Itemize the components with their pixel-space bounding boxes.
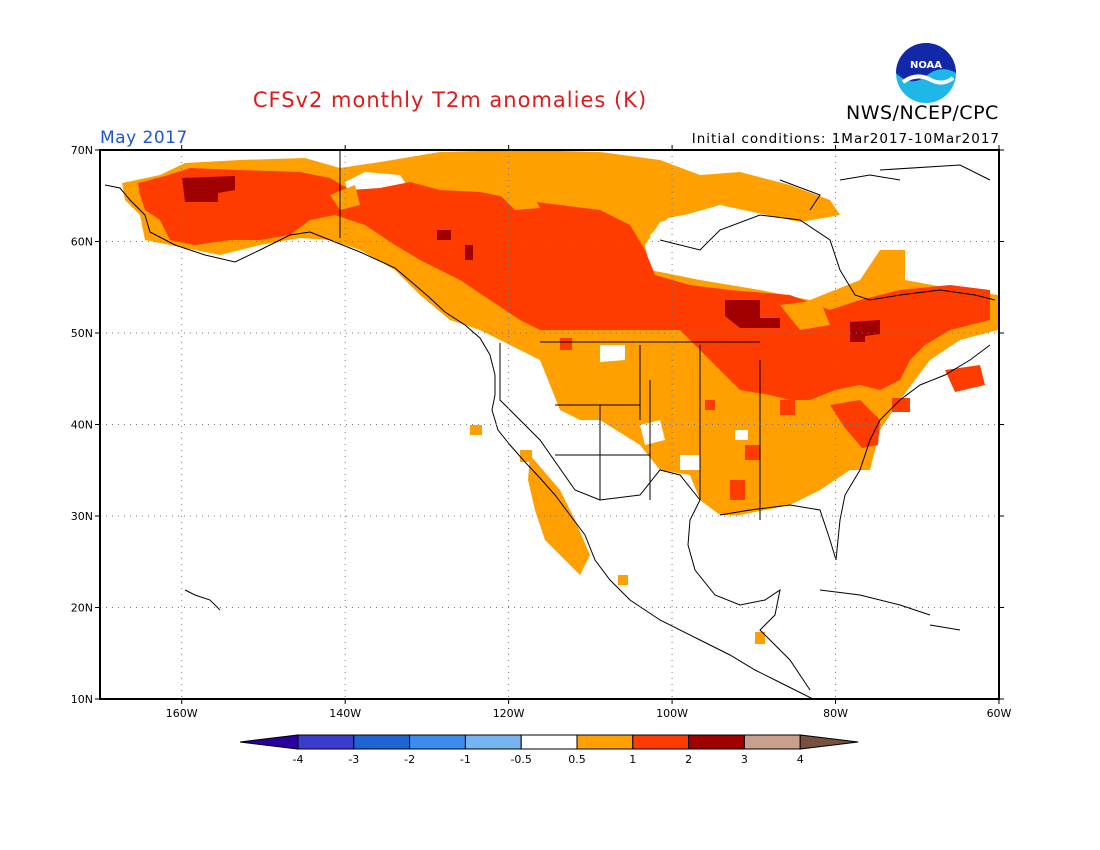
color-legend: -4 -3 -2 -1 -0.5 0.5 1 2 3 4: [239, 734, 859, 766]
legend-tick-label: 1: [629, 753, 636, 766]
noaa-logo-icon: NOAA: [896, 43, 956, 103]
coastlines: [104, 150, 996, 699]
lat-label: 40N: [71, 419, 93, 432]
valid-month-label: May 2017: [100, 128, 188, 148]
legend-arrow-high: [799, 734, 859, 750]
legend-tick-label: 0.5: [568, 753, 586, 766]
lon-label: 80W: [823, 707, 848, 720]
legend-swatch: [743, 734, 801, 750]
initial-conditions-label: Initial conditions: 1Mar2017-10Mar2017: [691, 131, 1000, 147]
anomaly-2-3: [182, 176, 880, 342]
legend-arrow-low: [239, 734, 299, 750]
legend-swatch: [520, 734, 578, 750]
legend-tick-label: 4: [797, 753, 804, 766]
legend-swatch: [297, 734, 355, 750]
axis-ticks: [95, 145, 1004, 704]
logo-text: NOAA: [910, 60, 942, 71]
lat-label: 70N: [71, 144, 93, 157]
lat-label: 10N: [71, 693, 93, 706]
legend-swatch: [688, 734, 745, 750]
lon-label: 100W: [656, 707, 688, 720]
chart-title: CFSv2 monthly T2m anomalies (K): [252, 88, 648, 112]
lon-label: 160W: [166, 707, 198, 720]
legend-swatch: [632, 734, 690, 750]
longitude-labels: 160W 140W 120W 100W 80W 60W: [166, 707, 1012, 720]
legend-tick-label: -1: [460, 753, 471, 766]
lat-label: 50N: [71, 327, 93, 340]
legend-tick-label: -4: [293, 753, 304, 766]
legend-tick-label: 3: [741, 753, 748, 766]
legend-tick-label: -2: [404, 753, 415, 766]
lon-label: 140W: [329, 707, 361, 720]
anomaly-1-2: [138, 168, 990, 500]
legend-tick-label: -3: [348, 753, 359, 766]
lat-label: 20N: [71, 602, 93, 615]
legend-swatch: [353, 734, 411, 750]
lon-label: 120W: [493, 707, 525, 720]
legend-swatch: [409, 734, 466, 750]
lat-label: 30N: [71, 510, 93, 523]
lat-label: 60N: [71, 236, 93, 249]
legend-tick-label: 2: [685, 753, 692, 766]
agency-label: NWS/NCEP/CPC: [846, 102, 999, 124]
legend-swatch: [464, 734, 522, 750]
legend-swatch: [576, 734, 634, 750]
latitude-labels: 70N 60N 50N 40N 30N 20N 10N: [71, 144, 93, 706]
legend-tick-label: -0.5: [510, 753, 531, 766]
lon-label: 60W: [987, 707, 1012, 720]
